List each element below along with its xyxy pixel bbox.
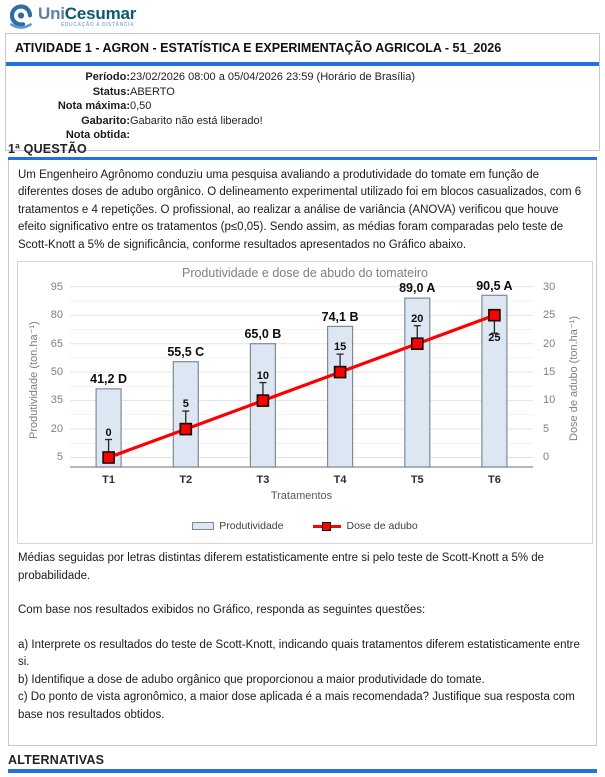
info-row-nota-obtida: Nota obtida:	[6, 128, 599, 143]
dose-marker-T2	[179, 423, 193, 436]
left-axis-tick: 65	[50, 337, 63, 350]
info-value: 23/02/2026 08:00 a 05/04/2026 23:59 (Hor…	[130, 71, 415, 83]
alternatives-divider	[8, 769, 597, 773]
logo-wordmark: UniCesumar EDUCAÇÃO A DISTÂNCIA	[38, 3, 136, 28]
bar-value-label: 90,5 A	[476, 278, 513, 293]
dose-value-label: 0	[105, 426, 112, 439]
activity-info: Período: 23/02/2026 08:00 a 05/04/2026 23…	[6, 66, 599, 150]
unicesumar-logo-icon	[9, 4, 33, 29]
question-item-c: c) Do ponto de vista agronômico, a maior…	[18, 691, 575, 721]
question-box: Um Engenheiro Agrônomo conduziu uma pesq…	[8, 160, 597, 746]
unicesumar-logo: UniCesumar EDUCAÇÃO A DISTÂNCIA	[7, 3, 136, 31]
bar-value-label: 89,0 A	[399, 281, 436, 296]
info-row-nota-maxima: Nota máxima: 0,50	[6, 99, 599, 114]
right-axis-tick: 10	[543, 394, 556, 407]
info-value: Gabarito não está liberado!	[130, 114, 263, 127]
dose-line	[108, 314, 495, 460]
info-row-periodo: Período: 23/02/2026 08:00 a 05/04/2026 23…	[6, 70, 599, 85]
x-tick-label: T2	[179, 474, 193, 487]
bar-T4	[327, 326, 354, 468]
right-axis-tick: 5	[543, 422, 550, 435]
bar-value-label: 74,1 B	[321, 309, 359, 324]
info-row-status: Status: ABERTO	[6, 85, 599, 100]
left-axis-tick: 80	[50, 309, 63, 322]
x-tick-label: T1	[102, 474, 115, 487]
logo-tagline: EDUCAÇÃO A DISTÂNCIA	[61, 22, 135, 28]
legend-label: Dose de adubo	[346, 520, 418, 533]
legend-entry-dose: Dose de adubo	[313, 520, 418, 533]
right-axis-tick: 30	[543, 280, 556, 293]
dose-value-label: 25	[488, 331, 501, 344]
x-tick-label: T4	[333, 474, 347, 487]
info-label: Gabarito:	[81, 114, 130, 127]
right-axis-tick: 15	[543, 365, 556, 378]
dose-value-label: 10	[256, 369, 270, 382]
question-item-b: b) Identifique a dose de adubo orgânico …	[18, 673, 485, 686]
dose-marker-T6	[488, 309, 501, 322]
right-axis-tick: 0	[543, 451, 550, 464]
x-tick-label: T3	[256, 474, 270, 487]
alternatives-heading: ALTERNATIVAS	[8, 753, 105, 767]
left-axis-tick: 5	[56, 451, 63, 464]
x-axis-title: Tratamentos	[270, 490, 333, 503]
dose-marker-T5	[410, 337, 424, 351]
question-intro-text: Um Engenheiro Agrônomo conduziu uma pesq…	[18, 169, 582, 251]
chart-title: Produtividade e dose de abudo do tomatei…	[181, 266, 428, 281]
dose-marker-T1	[102, 451, 115, 465]
logo-brand-cesumar: Cesumar	[64, 4, 137, 23]
left-axis-tick: 95	[50, 280, 63, 293]
legend-label: Produtividade	[219, 520, 284, 533]
bar-value-label: 41,2 D	[90, 372, 127, 387]
dose-marker-T4	[333, 366, 347, 379]
info-label: Status:	[92, 85, 130, 98]
left-axis-tick: 35	[50, 394, 63, 407]
info-label: Nota obtida:	[65, 129, 130, 141]
x-tick-label: T5	[410, 474, 424, 487]
info-label: Nota máxima:	[57, 100, 130, 112]
right-axis-tick: 20	[543, 337, 556, 350]
question-prompt-text: Com base nos resultados exibidos no Gráf…	[18, 604, 426, 617]
legend-entry-produtividade: Produtividade	[192, 520, 283, 532]
chart-legend: Produtividade Dose de adubo	[18, 520, 592, 532]
info-label: Período:	[85, 71, 130, 83]
question-heading: 1ª QUESTÃO	[8, 142, 87, 156]
right-axis-tick: 25	[543, 309, 556, 322]
chart-canvas	[70, 286, 533, 468]
info-row-gabarito: Gabarito: Gabarito não está liberado!	[6, 114, 599, 129]
dose-value-label: 20	[411, 313, 424, 325]
dose-value-label: 15	[333, 341, 347, 354]
productivity-dose-chart: Produtividade e dose de abudo do tomatei…	[17, 261, 593, 545]
activity-header-box: ATIVIDADE 1 - AGRON - ESTATÍSTICA E EXPE…	[5, 33, 600, 151]
bar-swatch-icon	[192, 522, 215, 531]
right-axis-title: Dose de adubo (ton.ha⁻¹)	[568, 316, 580, 442]
question-note-text: Médias seguidas por letras distintas dif…	[18, 552, 545, 582]
activity-title: ATIVIDADE 1 - AGRON - ESTATÍSTICA E EXPE…	[15, 41, 502, 55]
logo-brand-text: UniCesumar	[38, 3, 136, 25]
dose-value-label: 5	[182, 398, 189, 411]
question-divider	[8, 157, 597, 161]
x-tick-label: T6	[487, 474, 501, 487]
bar-value-label: 65,0 B	[244, 327, 282, 341]
line-swatch-icon	[313, 521, 342, 532]
logo-brand-uni: Uni	[38, 4, 65, 23]
question-item-a: a) Interprete os resultados do teste de …	[18, 638, 580, 669]
bar-value-label: 55,5 C	[167, 345, 205, 360]
info-value: ABERTO	[130, 85, 175, 98]
left-axis-title: Produtividade (ton.ha⁻¹)	[28, 321, 40, 440]
left-axis-tick: 50	[50, 365, 63, 378]
header-divider	[6, 62, 599, 66]
info-value: 0,50	[130, 100, 152, 112]
left-axis-tick: 20	[50, 422, 63, 435]
dose-marker-T3	[256, 394, 270, 408]
